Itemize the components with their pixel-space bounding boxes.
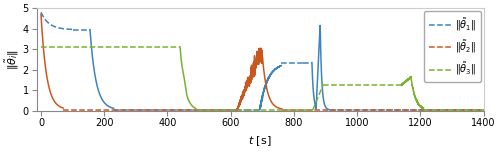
- Y-axis label: $\|\tilde{\theta}_i\|$: $\|\tilde{\theta}_i\|$: [4, 49, 21, 70]
- X-axis label: $t$ [s]: $t$ [s]: [248, 134, 272, 148]
- Legend: $\|\tilde{\theta}_1\|$, $\|\tilde{\theta}_2\|$, $\|\tilde{\theta}_3\|$: $\|\tilde{\theta}_1\|$, $\|\tilde{\theta…: [424, 11, 480, 82]
